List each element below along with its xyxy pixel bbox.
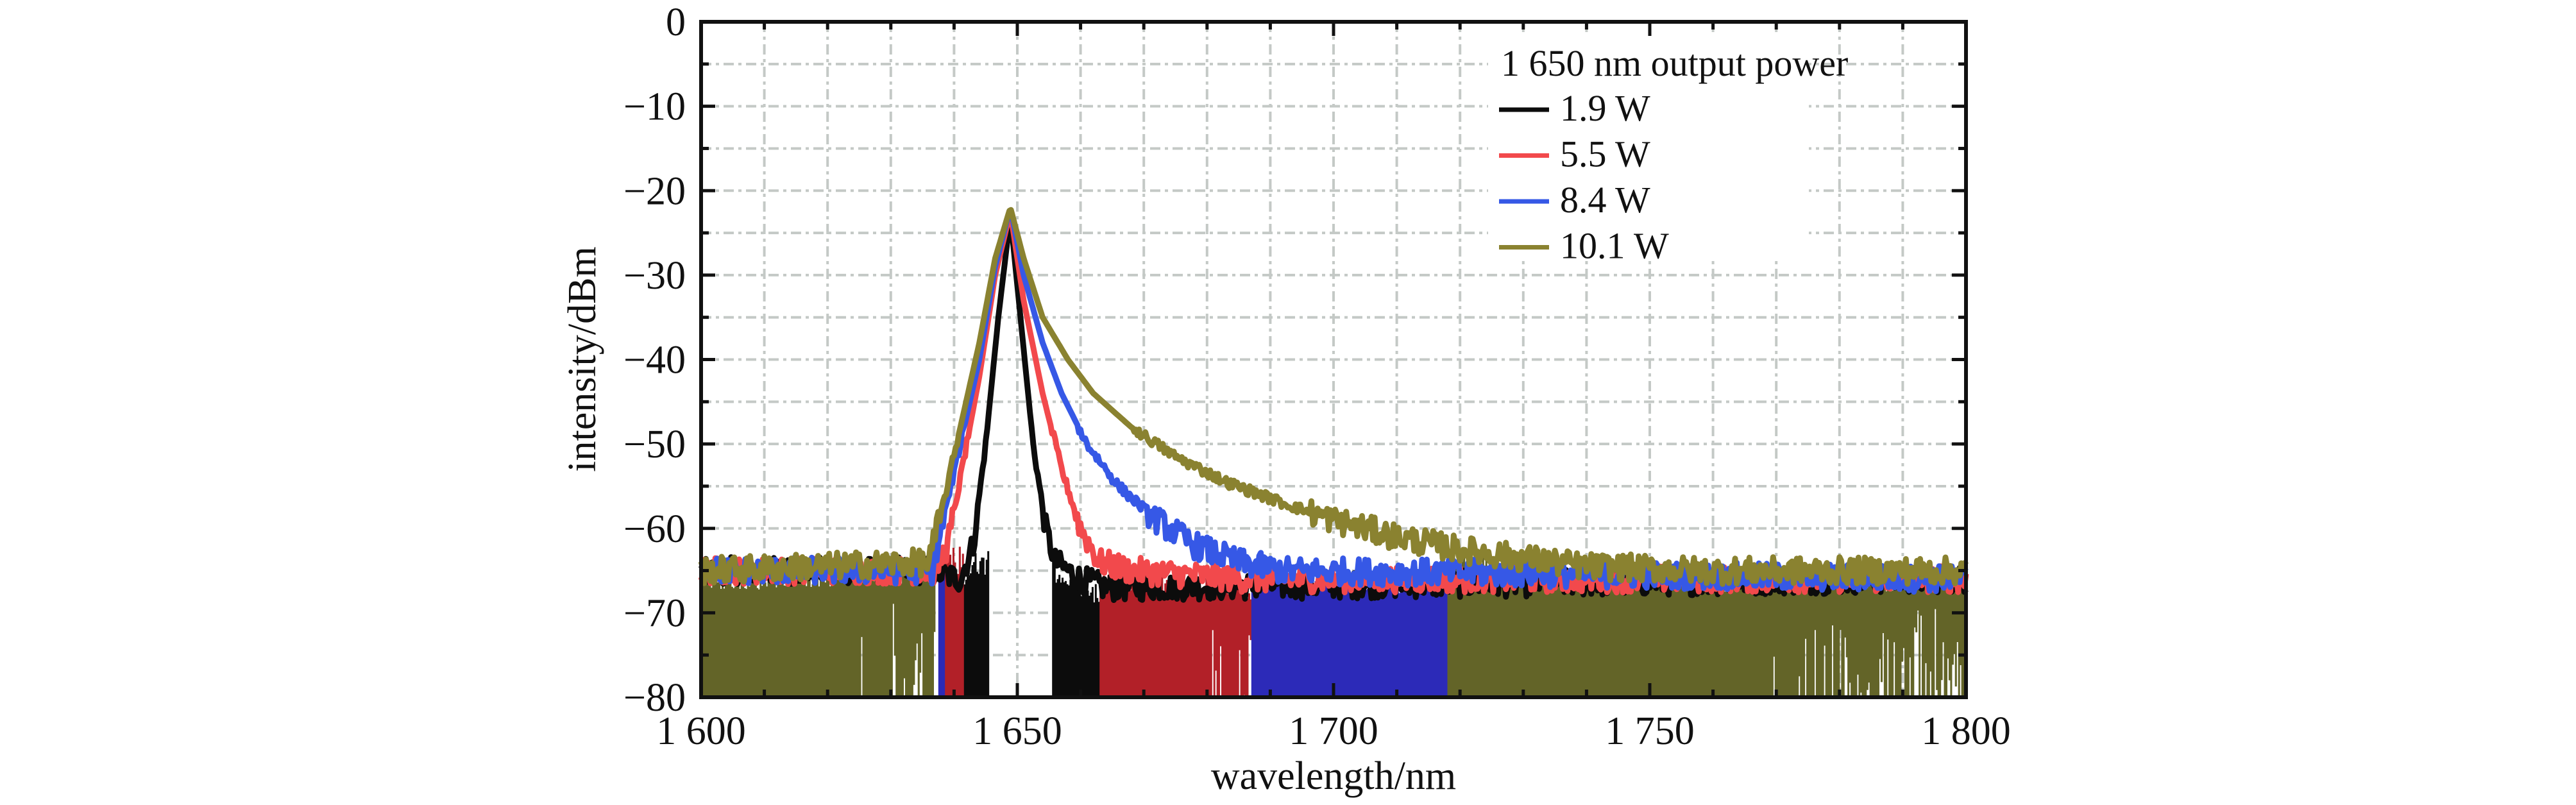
series-fill-area <box>938 548 945 697</box>
series-fill-area <box>701 551 936 697</box>
y-axis-title: intensity/dBm <box>561 246 604 471</box>
legend-title: 1 650 nm output power <box>1501 42 1848 84</box>
x-tick-labels: 1 600 1 650 1 700 1 750 1 800 <box>656 709 2011 753</box>
y-tick-label: −20 <box>623 169 686 213</box>
y-tick-label: −40 <box>623 339 686 382</box>
series-fill-area <box>1099 571 1252 697</box>
y-tick-labels: 0 −10 −20 −30 −40 −50 −60 −70 −80 <box>623 1 686 720</box>
y-tick-label: −50 <box>623 423 686 466</box>
legend-entry-label: 10.1 W <box>1560 225 1669 267</box>
y-tick-label: −30 <box>623 254 686 298</box>
legend-background <box>1488 32 1809 257</box>
y-tick-label: −80 <box>623 676 686 720</box>
x-tick-label: 1 650 <box>972 709 1062 753</box>
legend: 1 650 nm output power 1.9 W5.5 W8.4 W10.… <box>1488 32 1848 267</box>
series-line-10-1-W <box>698 207 1969 587</box>
legend-entry-label: 1.9 W <box>1560 87 1650 129</box>
y-tick-label: −70 <box>623 591 686 635</box>
series-fill-area <box>1052 555 1106 697</box>
y-tick-label: 0 <box>666 1 686 44</box>
series-fill-1-9-W <box>963 551 1106 697</box>
legend-entry-label: 8.4 W <box>1560 179 1650 221</box>
x-tick-label: 1 700 <box>1289 709 1378 753</box>
series-fill-area <box>963 551 990 697</box>
x-tick-label: 1 800 <box>1921 709 2011 753</box>
x-tick-label: 1 750 <box>1605 709 1695 753</box>
legend-entry-label: 5.5 W <box>1560 133 1650 175</box>
x-axis-title: wavelength/nm <box>1211 754 1456 798</box>
y-tick-label: −10 <box>623 85 686 129</box>
x-tick-label: 1 600 <box>656 709 746 753</box>
series-lines <box>698 207 1969 603</box>
plot-frame <box>699 20 1968 699</box>
y-tick-label: −60 <box>623 507 686 551</box>
